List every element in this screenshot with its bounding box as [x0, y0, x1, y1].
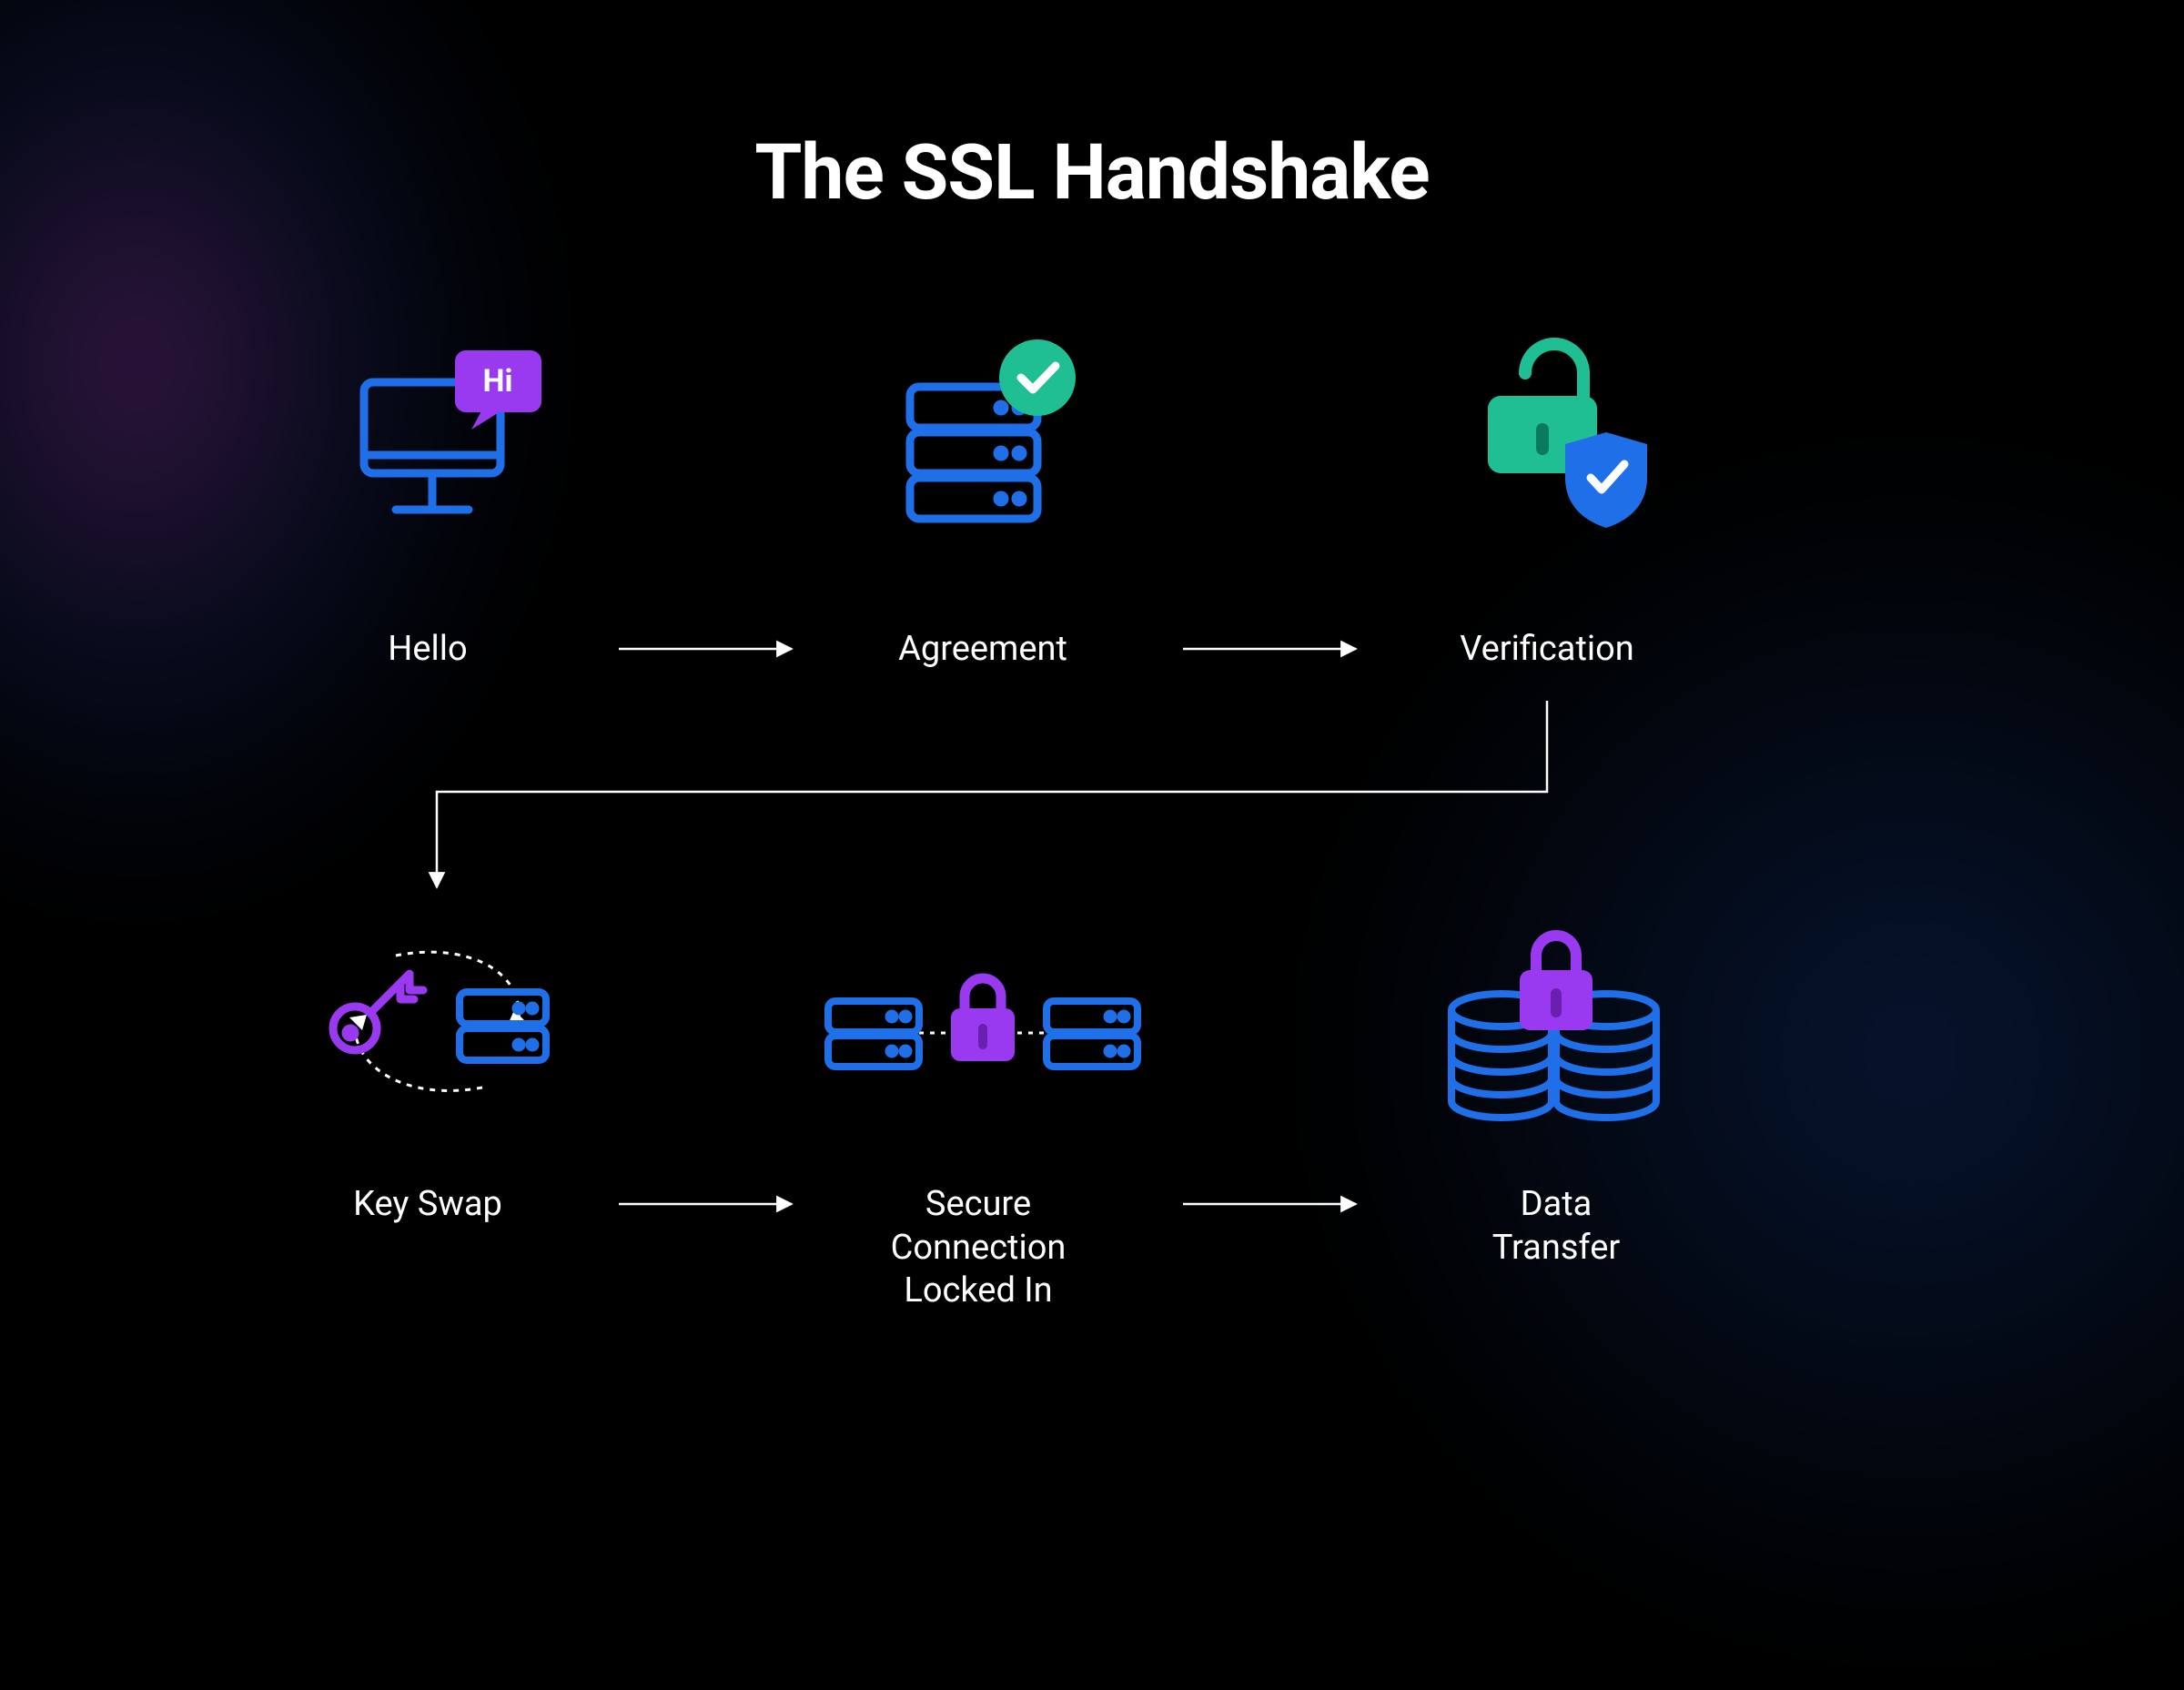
- key-icon: [333, 974, 423, 1050]
- lock-top-icon: [1520, 936, 1592, 1030]
- server-right-icon: [1046, 1001, 1138, 1067]
- speech-bubble-text: Hi: [482, 363, 512, 400]
- step-hello-icon: Hi: [346, 346, 555, 528]
- shield-check-icon: [1565, 432, 1647, 528]
- step-verification-label: Verification: [1420, 628, 1674, 672]
- server-small-icon: [460, 992, 546, 1060]
- step-agreement-label: Agreement: [855, 628, 1110, 672]
- step-verification-icon: [1456, 328, 1656, 528]
- step-agreement-icon: [892, 337, 1092, 528]
- step-transfer-icon: [1429, 910, 1684, 1128]
- diagram-title: The SSL Handshake: [0, 127, 2184, 218]
- check-badge-icon: [999, 339, 1076, 416]
- step-hello-label: Hello: [328, 628, 528, 672]
- step-secure-icon: [819, 946, 1147, 1101]
- step-keyswap-icon: [309, 919, 564, 1119]
- lock-icon: [951, 978, 1015, 1061]
- bg-glow-right: [1274, 416, 2184, 1690]
- step-keyswap-label: Key Swap: [309, 1183, 546, 1227]
- server-left-icon: [828, 1001, 919, 1067]
- step-secure-label: Secure Connection Locked In: [837, 1183, 1119, 1313]
- step-transfer-label: Data Transfer: [1438, 1183, 1674, 1270]
